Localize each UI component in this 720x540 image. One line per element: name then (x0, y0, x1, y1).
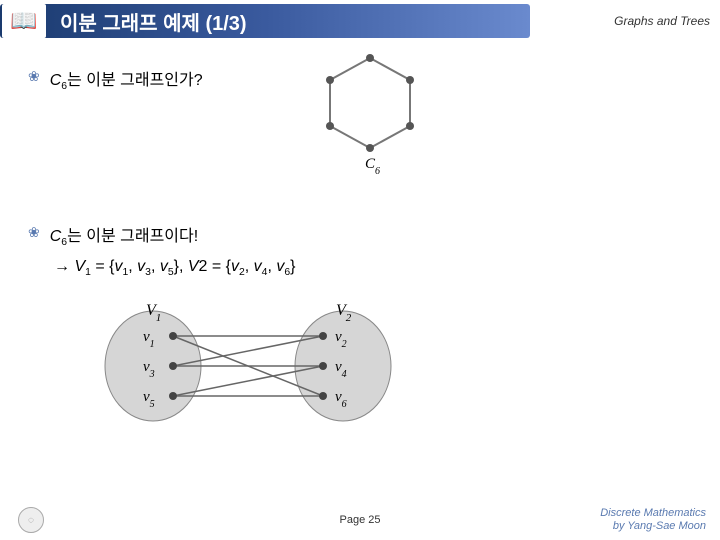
var-c: C (50, 228, 62, 245)
course-name: Discrete Mathematics (600, 507, 706, 520)
section-name: Graphs and Trees (614, 14, 710, 28)
question-rest: 는 이분 그래프인가? (67, 72, 203, 89)
slide-title: 이분 그래프 예제 (1/3) (60, 7, 247, 36)
title-icon: 📖 (2, 4, 46, 38)
slide-header: 📖 이분 그래프 예제 (1/3) Graphs and Trees (0, 0, 720, 42)
var-c: C (50, 72, 62, 89)
slide-footer: ◌ Page 25 Discrete Mathematics by Yang-S… (0, 506, 720, 534)
answer-text: C6는 이분 그래프이다! (50, 222, 198, 248)
hexagon-figure: C6 (310, 50, 430, 185)
bipartite-figure: v1v3v5v2v4v6V1V2 (88, 291, 692, 446)
question-text: C6는 이분 그래프인가? (50, 66, 203, 92)
partition-line: → V1 = {v1, v3, v5}, V2 = {v2, v4, v6} (54, 258, 692, 278)
v1-var: V (74, 258, 85, 275)
answer-block: ❀ C6는 이분 그래프이다! → V1 = {v1, v3, v5}, V2 … (28, 222, 692, 445)
slide-content: ❀ C6는 이분 그래프인가? C6 ❀ C6는 이분 그래프이다! → V1 … (0, 42, 720, 446)
page-number: Page 25 (340, 514, 381, 526)
answer-line: ❀ C6는 이분 그래프이다! (28, 222, 692, 248)
arrow: → (54, 258, 74, 275)
bullet-icon: ❀ (28, 68, 40, 85)
bullet-icon: ❀ (28, 224, 40, 241)
author-name: by Yang-Sae Moon (600, 520, 706, 533)
title-bar: 📖 이분 그래프 예제 (1/3) (0, 4, 530, 38)
university-logo-icon: ◌ (18, 507, 44, 533)
svg-text:C6: C6 (365, 156, 380, 177)
footer-credit: Discrete Mathematics by Yang-Sae Moon (600, 507, 706, 533)
answer-rest: 는 이분 그래프이다! (67, 228, 198, 245)
